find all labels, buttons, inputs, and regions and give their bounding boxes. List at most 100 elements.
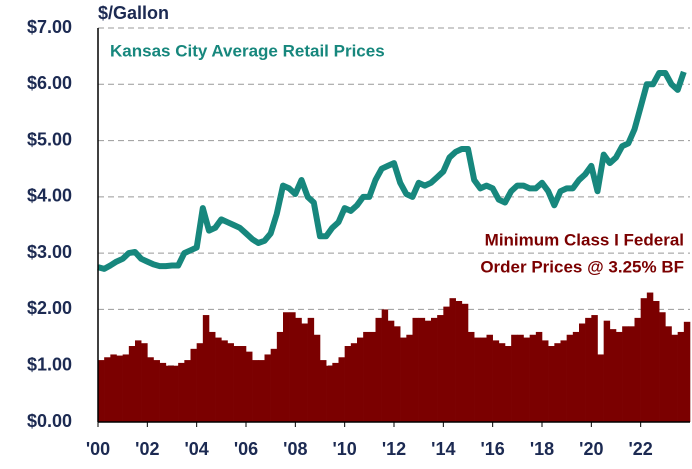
bar xyxy=(184,360,191,422)
bar xyxy=(480,337,487,422)
bar xyxy=(122,354,130,422)
bar xyxy=(628,326,635,422)
bar xyxy=(683,321,691,422)
bar xyxy=(572,331,580,422)
x-tick-label: '10 xyxy=(333,439,357,459)
bar xyxy=(616,331,623,422)
bar xyxy=(116,355,123,422)
bar xyxy=(523,337,530,422)
bar xyxy=(535,331,543,422)
bar xyxy=(338,357,345,422)
bar xyxy=(554,343,561,422)
bar xyxy=(159,362,167,422)
bar xyxy=(634,317,641,422)
bar xyxy=(468,331,475,422)
bar xyxy=(264,354,271,422)
bar xyxy=(320,360,327,422)
x-tick-label: '02 xyxy=(135,439,159,459)
bar xyxy=(295,317,302,422)
bar xyxy=(147,357,154,422)
bar xyxy=(326,365,333,422)
x-tick-label: '16 xyxy=(481,439,505,459)
bar xyxy=(196,343,204,422)
bar xyxy=(659,312,666,422)
bar xyxy=(431,317,438,422)
bar xyxy=(252,360,259,422)
y-tick-label: $3.00 xyxy=(27,242,72,262)
bar xyxy=(344,346,352,422)
x-tick-label: '14 xyxy=(431,439,455,459)
bar xyxy=(548,346,555,422)
bar xyxy=(400,337,407,422)
bar xyxy=(128,346,136,422)
bar xyxy=(153,360,160,422)
bar xyxy=(233,346,241,422)
bar xyxy=(609,329,617,422)
bar xyxy=(301,323,308,422)
bar xyxy=(505,346,512,422)
bar xyxy=(141,343,148,422)
bar xyxy=(258,360,265,422)
bar xyxy=(221,340,228,422)
x-tick-label: '08 xyxy=(283,439,307,459)
line xyxy=(97,70,687,272)
bar xyxy=(455,300,463,422)
bar xyxy=(110,354,117,422)
bar xyxy=(474,337,481,422)
bar xyxy=(498,343,506,422)
annotation: Order Prices @ 3.25% BF xyxy=(480,257,684,276)
y-axis-label: $/Gallon xyxy=(98,3,169,23)
bar xyxy=(227,343,234,422)
bar xyxy=(622,326,629,422)
x-tick-label: '22 xyxy=(629,439,653,459)
x-tick-label: '18 xyxy=(530,439,554,459)
bar xyxy=(387,320,395,422)
x-tick-label: '12 xyxy=(382,439,406,459)
bar xyxy=(449,298,456,422)
bar xyxy=(406,334,413,422)
bar xyxy=(313,334,321,422)
bar xyxy=(190,348,197,422)
bar xyxy=(677,331,685,422)
bar xyxy=(646,292,654,422)
annotation: Kansas City Average Retail Prices xyxy=(110,41,385,60)
bar xyxy=(104,357,111,422)
bar xyxy=(640,298,648,422)
x-tick-label: '20 xyxy=(579,439,603,459)
bar xyxy=(332,362,339,422)
annotation: Minimum Class I Federal xyxy=(485,230,684,249)
bar xyxy=(283,312,290,422)
bar xyxy=(178,362,185,422)
x-tick-label: '06 xyxy=(234,439,258,459)
bar xyxy=(276,331,284,422)
bar xyxy=(357,337,364,422)
bar xyxy=(246,351,253,422)
bar xyxy=(603,320,611,422)
bar xyxy=(215,337,222,422)
bar xyxy=(511,334,518,422)
bar xyxy=(424,320,432,422)
bar xyxy=(412,317,419,422)
bar xyxy=(209,331,216,422)
y-tick-label: $2.00 xyxy=(27,298,72,318)
bar xyxy=(363,331,370,422)
bar xyxy=(585,317,592,422)
bar xyxy=(98,360,105,422)
bar xyxy=(289,312,296,422)
y-tick-label: $7.00 xyxy=(27,17,72,37)
bar xyxy=(135,340,142,422)
bar xyxy=(529,334,537,422)
y-tick-label: $1.00 xyxy=(27,354,72,374)
bar xyxy=(375,317,382,422)
y-tick-label: $4.00 xyxy=(27,186,72,206)
bar xyxy=(591,315,598,422)
bar xyxy=(492,340,500,422)
bar xyxy=(517,334,524,422)
bar xyxy=(165,365,173,422)
x-tick-label: '00 xyxy=(86,439,110,459)
bar xyxy=(270,348,278,422)
x-tick-label: '04 xyxy=(185,439,209,459)
bar xyxy=(486,334,493,422)
bar xyxy=(566,334,574,422)
